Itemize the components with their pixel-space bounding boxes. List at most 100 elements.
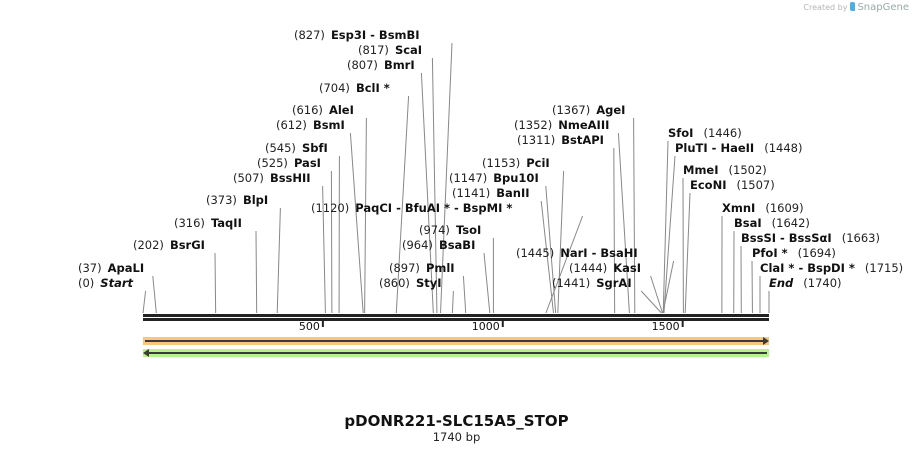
snapgene-logo-icon: [850, 2, 856, 11]
site-label[interactable]: (807) BmrI: [347, 58, 417, 72]
forward-arrow-icon: [763, 337, 769, 345]
site-label[interactable]: PfoI * (1694): [752, 246, 836, 260]
ruler-tick: [681, 320, 684, 327]
site-label[interactable]: (316) TaqII: [174, 216, 244, 230]
site-label[interactable]: MmeI (1502): [683, 163, 767, 177]
enzyme-name: TaqII: [210, 216, 242, 230]
site-label[interactable]: (1444) KasI: [569, 261, 643, 275]
site-position: (974): [419, 223, 450, 237]
site-position: (1141): [452, 186, 491, 200]
ruler-tick-label: 1500: [651, 320, 680, 333]
site-label[interactable]: ClaI * - BspDI * (1715): [760, 261, 903, 275]
enzyme-name: XmnI: [722, 201, 756, 215]
site-leader-line: [540, 200, 554, 314]
site-label[interactable]: (0) Start: [78, 276, 135, 290]
enzyme-name: StyI: [415, 276, 442, 290]
enzyme-name: AleI: [328, 103, 354, 117]
site-position: (545): [265, 141, 296, 155]
site-label[interactable]: (525) PasI: [257, 156, 323, 170]
enzyme-name: SfoI: [668, 126, 694, 140]
site-position: (373): [206, 193, 237, 207]
site-position: (616): [292, 103, 323, 117]
site-label[interactable]: EcoNI (1507): [690, 178, 775, 192]
site-position: (964): [402, 238, 433, 252]
site-position: (1642): [771, 216, 810, 230]
site-label[interactable]: (1147) Bpu10I: [449, 171, 541, 185]
enzyme-name: ApaLI: [107, 261, 145, 275]
site-position: (1694): [797, 246, 836, 260]
site-leader-line: [663, 155, 676, 314]
backbone-top-strand: [143, 314, 769, 317]
map-length: 1740 bp: [432, 430, 481, 444]
site-leader-line: [640, 290, 662, 314]
enzyme-name: BssHII: [269, 171, 311, 185]
credit-brand: SnapGene: [857, 2, 909, 13]
site-label[interactable]: (612) BsmI: [276, 118, 347, 132]
site-position: (807): [347, 58, 378, 72]
site-label[interactable]: BsaI (1642): [734, 216, 810, 230]
site-label[interactable]: (1311) BstAPI: [517, 133, 606, 147]
site-label[interactable]: End (1740): [769, 276, 842, 290]
site-position: (897): [389, 261, 420, 275]
site-position: (1507): [736, 178, 775, 192]
map-title: pDONR221-SLC15A5_STOP: [344, 412, 569, 430]
site-position: (817): [358, 43, 389, 57]
site-label[interactable]: (545) SbfI: [265, 141, 330, 155]
enzyme-name: ScaI: [394, 43, 423, 57]
ruler-tick-label: 1000: [471, 320, 500, 333]
site-label[interactable]: (1153) PciI: [482, 156, 552, 170]
site-leader-line: [152, 275, 157, 314]
site-position: (827): [294, 28, 325, 42]
site-label[interactable]: SfoI (1446): [668, 126, 742, 140]
site-label[interactable]: (1352) NmeAIII: [514, 118, 611, 132]
site-label[interactable]: (1120) PaqCI - BfuAI * - BspMI *: [311, 201, 514, 215]
site-label[interactable]: PluTI - HaeII (1448): [675, 141, 802, 155]
site-label[interactable]: (202) BsrGI: [133, 238, 207, 252]
site-leader-line: [349, 132, 364, 314]
site-label[interactable]: (704) BclI *: [319, 81, 392, 95]
site-label[interactable]: (827) Esp3I - BsmBI: [294, 28, 422, 42]
enzyme-name: PmlI: [425, 261, 455, 275]
site-leader-line: [142, 290, 147, 314]
site-position: (1445): [516, 246, 555, 260]
site-leader-line: [322, 185, 326, 314]
site-position: (1446): [703, 126, 742, 140]
site-label[interactable]: (37) ApaLI: [78, 261, 146, 275]
site-leader-line: [483, 252, 491, 314]
enzyme-name: AgeI: [596, 103, 626, 117]
site-position: (316): [174, 216, 205, 230]
site-position: (860): [379, 276, 410, 290]
site-leader-line: [431, 57, 438, 314]
site-label[interactable]: (616) AleI: [292, 103, 356, 117]
enzyme-name: NmeAIII: [558, 118, 610, 132]
ruler-tick: [501, 320, 504, 327]
site-leader-line: [451, 290, 454, 314]
site-label[interactable]: (1367) AgeI: [552, 103, 627, 117]
enzyme-name: Esp3I - BsmBI: [330, 28, 420, 42]
site-position: (1147): [449, 171, 488, 185]
site-label[interactable]: (507) BssHII: [233, 171, 313, 185]
enzyme-name: BlpI: [242, 193, 269, 207]
site-label[interactable]: (897) PmlI: [389, 261, 457, 275]
site-position: (1352): [514, 118, 553, 132]
site-position: (0): [78, 276, 95, 290]
site-label[interactable]: (860) StyI: [379, 276, 444, 290]
site-label[interactable]: (1141) BanII: [452, 186, 532, 200]
site-position: (1441): [552, 276, 591, 290]
site-leader-line: [395, 95, 410, 314]
site-label[interactable]: (373) BlpI: [206, 193, 270, 207]
site-label[interactable]: XmnI (1609): [722, 201, 804, 215]
site-label[interactable]: (1441) SgrAI: [552, 276, 634, 290]
site-label[interactable]: BssSI - BssSαI (1663): [741, 231, 880, 245]
enzyme-name: BssSI - BssSαI: [741, 231, 832, 245]
site-label[interactable]: (974) TsoI: [419, 223, 483, 237]
site-label[interactable]: (1445) NarI - BsaHI: [516, 246, 640, 260]
site-leader-line: [633, 117, 636, 314]
reverse-arrow-icon: [143, 349, 149, 357]
ruler-tick-label: 500: [298, 320, 320, 333]
site-label[interactable]: (817) ScaI: [358, 43, 424, 57]
site-leader-line: [684, 192, 691, 314]
site-label[interactable]: (964) BsaBI: [402, 238, 477, 252]
site-position: (612): [276, 118, 307, 132]
enzyme-name: SgrAI: [596, 276, 632, 290]
